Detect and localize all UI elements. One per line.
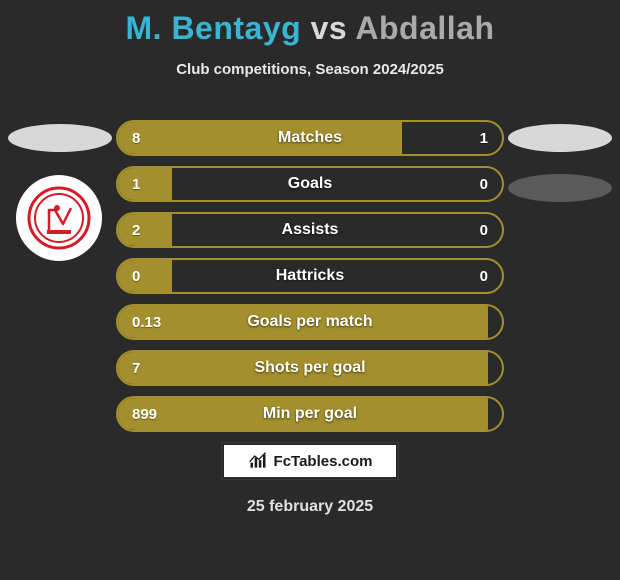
date-label: 25 february 2025: [0, 498, 620, 516]
stat-row: 00Hattricks: [116, 258, 504, 294]
stats-bars-container: 81Matches10Goals20Assists00Hattricks0.13…: [116, 120, 504, 442]
player1-avatar-placeholder: [8, 124, 112, 152]
stat-row: 10Goals: [116, 166, 504, 202]
fctables-watermark: FcTables.com: [222, 443, 398, 479]
stat-left-segment: 8: [118, 122, 402, 154]
stat-right-value: 0: [480, 176, 488, 193]
stat-right-value: 0: [480, 268, 488, 285]
stat-row: 81Matches: [116, 120, 504, 156]
stat-left-value: 0.13: [132, 314, 161, 331]
stat-right-segment: [488, 352, 502, 384]
stat-left-value: 8: [132, 130, 140, 147]
stat-left-segment: 2: [118, 214, 172, 246]
stat-left-segment: 0.13: [118, 306, 488, 338]
stat-row: 899Min per goal: [116, 396, 504, 432]
stat-left-segment: 1: [118, 168, 172, 200]
stat-left-segment: 0: [118, 260, 172, 292]
club-crest-icon: [27, 186, 91, 250]
stat-left-segment: 7: [118, 352, 488, 384]
stat-right-segment: 1: [402, 122, 502, 154]
stat-row: 7Shots per goal: [116, 350, 504, 386]
stat-left-segment: 899: [118, 398, 488, 430]
stat-right-segment: 0: [172, 260, 502, 292]
stat-right-value: 0: [480, 222, 488, 239]
player2-avatar-placeholder: [508, 124, 612, 152]
stat-left-value: 7: [132, 360, 140, 377]
fctables-label: FcTables.com: [274, 453, 373, 470]
stat-left-value: 899: [132, 406, 157, 423]
player1-club-badge: [16, 175, 102, 261]
stat-right-value: 1: [480, 130, 488, 147]
stat-row: 20Assists: [116, 212, 504, 248]
vs-label: vs: [311, 10, 348, 46]
comparison-title: M. Bentayg vs Abdallah: [0, 0, 620, 47]
stat-left-value: 0: [132, 268, 140, 285]
player2-name: Abdallah: [355, 10, 494, 46]
stat-right-segment: 0: [172, 214, 502, 246]
stat-row: 0.13Goals per match: [116, 304, 504, 340]
stat-right-segment: [488, 306, 502, 338]
stat-left-value: 2: [132, 222, 140, 239]
subtitle: Club competitions, Season 2024/2025: [0, 61, 620, 78]
player2-club-placeholder: [508, 174, 612, 202]
stat-right-segment: 0: [172, 168, 502, 200]
stat-right-segment: [488, 398, 502, 430]
player1-name: M. Bentayg: [126, 10, 302, 46]
chart-icon: [248, 451, 268, 471]
stat-left-value: 1: [132, 176, 140, 193]
